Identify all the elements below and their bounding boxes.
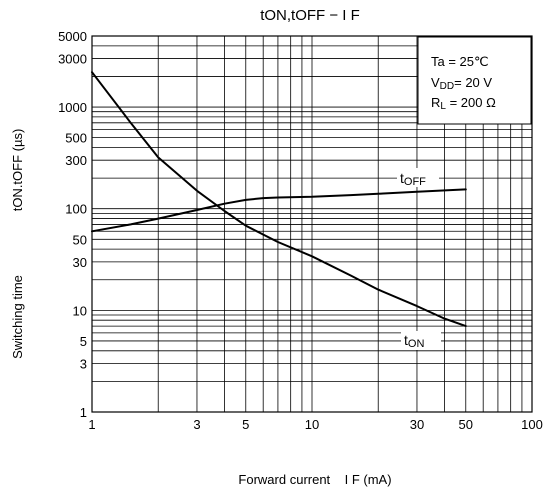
conditions-box: Ta = 25℃ VDD= 20 V RL = 200 Ω <box>417 36 532 125</box>
conditions-box-frame <box>417 36 532 125</box>
x-tick-label: 10 <box>305 417 319 432</box>
y-tick-label: 5000 <box>58 29 87 44</box>
tick-labels: 1 3 5 10 30 50 100 1 3 5 10 30 50 100 300 500 1000 3000 50… <box>58 29 543 432</box>
series-toff-line <box>91 188 467 233</box>
y-tick-label: 300 <box>65 153 87 168</box>
x-tick-label: 100 <box>521 417 543 432</box>
x-tick-label: 5 <box>242 417 249 432</box>
y-tick-label: 50 <box>73 232 87 247</box>
y-tick-label: 3000 <box>58 52 87 67</box>
x-axis-label: Forward current I F (mA) <box>238 472 391 487</box>
x-tick-label: 1 <box>88 417 95 432</box>
y-tick-label: 1000 <box>58 100 87 115</box>
y-axis-label-left: Switching time <box>10 275 25 359</box>
y-tick-label: 30 <box>73 255 87 270</box>
chart-title: tON,tOFF − I F <box>260 7 360 24</box>
curves <box>91 71 467 328</box>
y-tick-label: 500 <box>65 131 87 146</box>
x-tick-label: 30 <box>410 417 424 432</box>
plot-frame <box>91 35 533 413</box>
condition-vdd: VDD= 20 V <box>431 75 492 92</box>
y-tick-label: 3 <box>80 357 87 372</box>
label-toff-text: tOFF <box>400 170 426 188</box>
series-ton-line <box>91 71 467 328</box>
label-ton-text: tON <box>404 332 424 350</box>
label-toff: tOFF <box>397 168 439 188</box>
condition-rl: RL = 200 Ω <box>431 95 496 112</box>
x-tick-label: 50 <box>459 417 473 432</box>
label-ton: tON <box>401 331 441 350</box>
label-ton-bg <box>401 331 441 350</box>
y-tick-label: 100 <box>65 202 87 217</box>
label-toff-bg <box>397 168 439 187</box>
y-axis-label-right: tON.tOFF (µs) <box>10 129 25 212</box>
condition-temperature: Ta = 25℃ <box>431 54 489 69</box>
y-tick-label: 1 <box>80 405 87 420</box>
y-tick-label: 5 <box>80 334 87 349</box>
x-tick-label: 3 <box>193 417 200 432</box>
y-tick-label: 10 <box>73 303 87 318</box>
